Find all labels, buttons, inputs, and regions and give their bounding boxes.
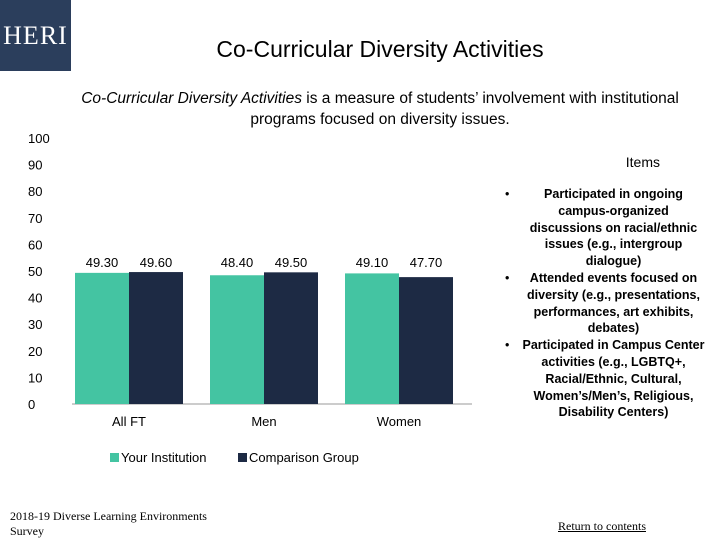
y-tick-label: 30 (28, 317, 42, 332)
legend-label: Your Institution (121, 450, 207, 465)
bullet-icon: • (505, 187, 510, 201)
items-list: • Participated in ongoing campus-organize… (505, 186, 705, 421)
legend-swatch (238, 453, 247, 462)
bar (129, 272, 183, 404)
bars: 49.30 49.60 48.40 49.50 49.10 47.70 (75, 255, 453, 404)
heri-logo: HERI (0, 0, 71, 71)
item-text: Participated in ongoing campus-organized… (529, 187, 698, 269)
y-tick-label: 80 (28, 184, 42, 199)
items-heading: Items (625, 154, 660, 170)
y-axis-ticks: 0 10 20 30 40 50 60 70 80 90 100 (28, 131, 50, 412)
description-italic: Co-Curricular Diversity Activities (81, 90, 302, 107)
y-tick-label: 10 (28, 370, 42, 385)
x-tick-label: All FT (112, 414, 146, 429)
bar (75, 272, 129, 404)
y-tick-label: 100 (28, 131, 50, 146)
x-axis-labels: All FT Men Women (112, 414, 421, 429)
data-label: 49.60 (140, 255, 173, 270)
source-note: 2018-19 Diverse Learning Environments Su… (10, 509, 207, 538)
item-3: • Participated in Campus Center activitie… (505, 337, 705, 421)
x-tick-label: Women (377, 414, 422, 429)
y-tick-label: 70 (28, 211, 42, 226)
data-label: 49.30 (86, 255, 119, 270)
y-tick-label: 60 (28, 237, 42, 252)
y-tick-label: 90 (28, 158, 42, 173)
legend-label: Comparison Group (249, 450, 359, 465)
item-text: Attended events focused on diversity (e.… (527, 270, 700, 336)
logo-text: HERI (3, 20, 68, 50)
x-tick-label: Men (251, 414, 276, 429)
item-text: Participated in Campus Center activities… (522, 338, 705, 420)
bar (399, 277, 453, 404)
bar (210, 275, 264, 404)
item-1: • Participated in ongoing campus-organize… (505, 186, 705, 270)
description: Co-Curricular Diversity Activities is a … (60, 88, 700, 130)
bullet-icon: • (505, 338, 510, 353)
y-tick-label: 40 (28, 291, 42, 306)
legend-swatch (110, 453, 119, 462)
legend: Your Institution Comparison Group (110, 450, 359, 465)
description-rest: is a measure of students’ involvement wi… (250, 90, 679, 128)
data-label: 48.40 (221, 255, 254, 270)
y-tick-label: 50 (28, 264, 42, 279)
data-label: 47.70 (410, 255, 443, 270)
data-label: 49.50 (275, 255, 308, 270)
data-label: 49.10 (356, 255, 389, 270)
bar (345, 273, 399, 404)
bar (264, 272, 318, 404)
y-tick-label: 20 (28, 344, 42, 359)
bullet-icon: • (505, 270, 510, 285)
y-tick-label: 0 (28, 397, 35, 412)
item-2: • Attended events focused on diversity (e… (505, 270, 705, 337)
page-title: Co-Curricular Diversity Activities (216, 36, 544, 62)
return-to-contents-link[interactable]: Return to contents (558, 519, 646, 533)
